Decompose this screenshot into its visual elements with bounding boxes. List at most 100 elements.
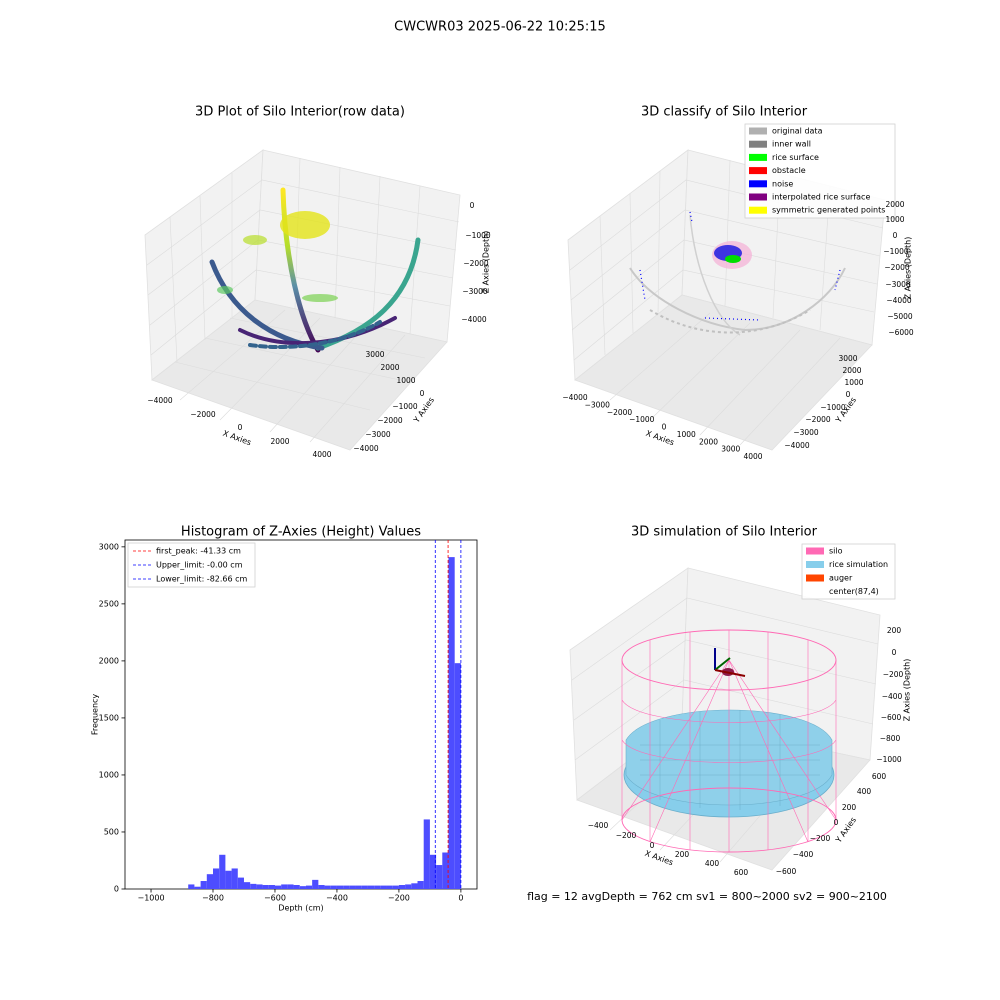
bar xyxy=(324,885,331,889)
legend-label: Upper_limit: -0.00 cm xyxy=(156,561,243,570)
chart-title: 3D Plot of Silo Interior(row data) xyxy=(195,105,405,120)
z-tick-label: −5000 xyxy=(887,312,913,321)
x-tick-label: 0 xyxy=(458,894,463,903)
x-tick-label: −800 xyxy=(202,894,224,903)
x-tick-label: −200 xyxy=(388,894,410,903)
y-tick-label: −4000 xyxy=(784,441,810,450)
bar xyxy=(213,868,220,889)
bar xyxy=(361,885,368,889)
z-tick-label: −1000 xyxy=(876,755,902,764)
z-tick-label: 1000 xyxy=(885,215,904,224)
z-tick-label: −6000 xyxy=(888,328,914,337)
bar xyxy=(448,557,455,889)
chart-title: Histogram of Z-Axies (Height) Values xyxy=(181,525,421,540)
y-tick-label: 600 xyxy=(872,772,887,781)
y-tick-label: 3000 xyxy=(365,350,384,359)
x-tick-label: −400 xyxy=(588,821,609,830)
legend-label: symmetric generated points xyxy=(772,206,885,215)
legend-swatch xyxy=(749,180,767,188)
z-tick-label: −1000 xyxy=(465,231,491,240)
bar xyxy=(386,885,393,889)
legend-label: interpolated rice surface xyxy=(772,193,870,202)
y-tick-label: −2000 xyxy=(805,415,831,424)
bar xyxy=(374,885,381,889)
x-tick-label: 0 xyxy=(662,423,667,432)
x-tick-label: 600 xyxy=(734,868,749,877)
legend-swatch xyxy=(806,561,824,568)
z-axis-label: Z Axies (Depth) xyxy=(903,659,912,722)
z-tick-label: −1000 xyxy=(883,247,909,256)
legend-label: rice surface xyxy=(772,153,819,162)
y-tick-label: −600 xyxy=(776,867,797,876)
bar xyxy=(262,885,269,889)
x-tick-label: 2000 xyxy=(699,437,718,446)
x-tick-label: 4000 xyxy=(312,450,331,459)
y-tick-label: 1000 xyxy=(844,378,863,387)
legend-label: inner wall xyxy=(772,140,811,149)
point-cloud-1 xyxy=(209,187,421,353)
bar xyxy=(231,868,238,889)
bar xyxy=(225,870,232,889)
bar xyxy=(194,886,201,889)
legend-swatch xyxy=(749,127,767,135)
legend-swatch xyxy=(749,167,767,175)
bar xyxy=(318,885,325,889)
bar xyxy=(411,883,418,889)
z-axis-label: Z Axies (Depth) xyxy=(904,237,913,300)
y-tick-label: 1000 xyxy=(396,376,415,385)
z-axis-label: Z Axies (Depth) xyxy=(482,231,491,294)
y-tick-label: 0 xyxy=(834,818,839,827)
legend-label: original data xyxy=(772,127,823,136)
y-tick-label: 2000 xyxy=(380,363,399,372)
point-cloud-2 xyxy=(629,211,846,336)
legend-swatch xyxy=(806,588,824,595)
bar xyxy=(380,885,387,889)
y-tick-label: 2000 xyxy=(99,656,119,665)
x-axis-label: X Axies xyxy=(645,429,676,448)
x-tick-label: 200 xyxy=(675,850,690,859)
y-tick-label: 3000 xyxy=(99,542,119,551)
legend-label: Lower_limit: -82.66 cm xyxy=(156,575,248,584)
y-tick-label: −2000 xyxy=(377,416,403,425)
z-tick-label: 0 xyxy=(893,231,898,240)
x-tick-label: −4000 xyxy=(562,393,588,402)
z-tick-label: −800 xyxy=(880,734,901,743)
legend-swatch xyxy=(749,153,767,161)
chart-title: 3D classify of Silo Interior xyxy=(641,105,808,120)
y-tick-label: 0 xyxy=(114,885,119,894)
legend-swatch xyxy=(806,547,824,555)
bar xyxy=(398,885,406,889)
x-tick-label: −600 xyxy=(264,894,286,903)
legend-label: silo xyxy=(829,547,843,556)
bar xyxy=(250,883,257,889)
y-tick-label: −400 xyxy=(793,850,814,859)
legend-label: auger xyxy=(829,574,853,583)
bar xyxy=(355,885,362,889)
chart-title: 3D simulation of Silo Interior xyxy=(631,525,818,540)
y-tick-label: 1000 xyxy=(99,770,119,779)
bar xyxy=(343,885,350,889)
z-tick-label: −3000 xyxy=(885,280,911,289)
x-tick-label: −3000 xyxy=(585,400,611,409)
y-tick-label: −1000 xyxy=(820,403,846,412)
legend-label: center(87,4) xyxy=(829,587,879,596)
z-tick-label: 200 xyxy=(887,626,902,635)
x-tick-label: −2000 xyxy=(190,410,216,419)
status-text: flag = 12 avgDepth = 762 cm sv1 = 800~20… xyxy=(527,890,887,903)
z-tick-label: −3000 xyxy=(462,287,488,296)
y-axis-label: Frequency xyxy=(91,694,100,736)
legend-swatch xyxy=(749,140,767,148)
y-tick-label: −4000 xyxy=(353,444,379,453)
bar xyxy=(237,877,244,889)
bar xyxy=(312,879,319,889)
legend-2 xyxy=(744,123,896,219)
legend-label: obstacle xyxy=(772,166,806,175)
legend-label: first_peak: -41.33 cm xyxy=(156,547,241,556)
bar xyxy=(219,854,226,889)
legend-swatch xyxy=(806,574,824,582)
bar xyxy=(206,874,213,889)
panes-1 xyxy=(144,149,461,451)
legend-label: noise xyxy=(772,179,793,188)
x-axis-label: Depth (cm) xyxy=(278,904,323,913)
